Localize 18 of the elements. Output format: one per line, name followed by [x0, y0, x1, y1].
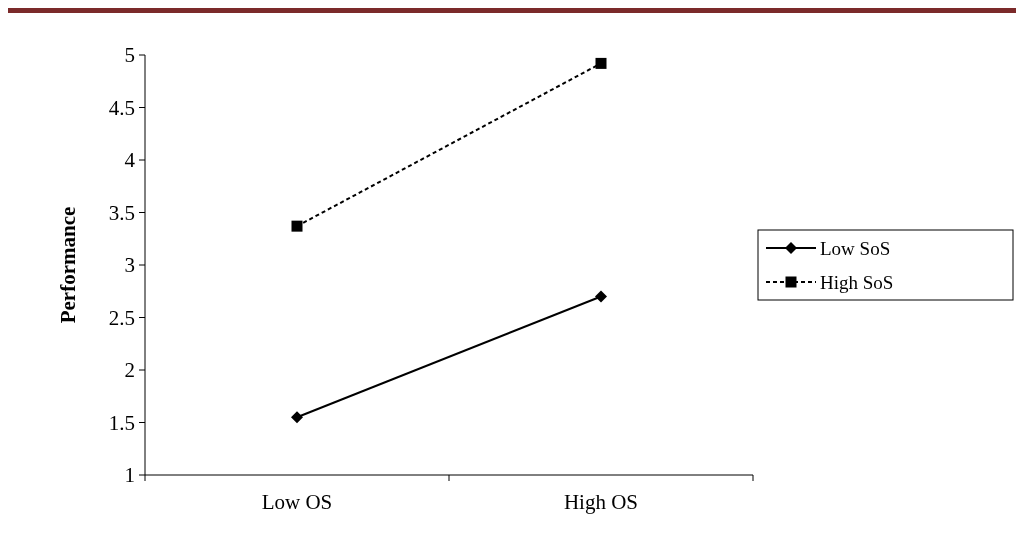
y-tick-label: 1	[124, 463, 135, 488]
y-tick-label: 1.5	[108, 410, 135, 435]
legend-label: Low SoS	[820, 237, 891, 259]
x-tick-label: High OS	[563, 490, 639, 514]
y-tick-label: 3.5	[108, 200, 135, 225]
point	[291, 411, 303, 424]
y-tick-label: 4	[124, 148, 136, 173]
y-tick-label: 4.5	[108, 95, 135, 120]
point	[595, 290, 607, 303]
x-tick-label: Low OS	[261, 490, 333, 514]
point	[595, 57, 607, 69]
y-tick-label: 3	[124, 253, 135, 278]
legend-label: High SoS	[820, 271, 894, 293]
y-tick-label: 2	[124, 358, 135, 383]
y-axis-title: Performance	[56, 206, 80, 324]
y-tick-label: 5	[124, 43, 135, 68]
y-tick-label: 2.5	[108, 305, 135, 330]
point	[291, 220, 303, 232]
